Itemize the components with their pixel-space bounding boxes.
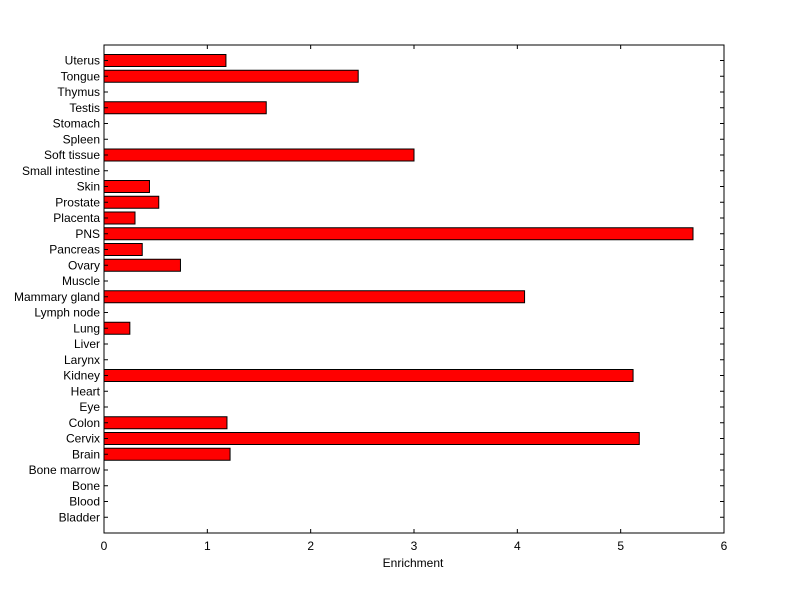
y-tick-label: Eye bbox=[79, 400, 100, 414]
bar bbox=[103, 101, 267, 115]
bar bbox=[103, 258, 181, 272]
y-tick-label: Spleen bbox=[63, 132, 100, 146]
y-tick-label: Mammary gland bbox=[14, 290, 100, 304]
y-tick-label: Heart bbox=[71, 384, 101, 398]
bar bbox=[103, 369, 634, 382]
bar bbox=[103, 290, 526, 304]
y-tick-label: PNS bbox=[75, 227, 100, 241]
y-tick-label: Bone marrow bbox=[29, 463, 101, 477]
y-tick-label: Skin bbox=[77, 180, 100, 194]
y-tick-label: Liver bbox=[74, 337, 100, 351]
y-tick-label: Small intestine bbox=[22, 164, 100, 178]
x-tick-label: 0 bbox=[101, 539, 108, 553]
x-tick-label: 6 bbox=[721, 539, 728, 553]
x-tick-label: 2 bbox=[307, 539, 314, 553]
y-tick-label: Uterus bbox=[65, 54, 100, 68]
y-tick-label: Blood bbox=[69, 495, 100, 509]
y-tick-label: Lymph node bbox=[34, 306, 100, 320]
bar bbox=[103, 195, 160, 209]
bar bbox=[103, 447, 231, 461]
y-tick-label: Brain bbox=[72, 447, 100, 461]
bar bbox=[103, 211, 136, 225]
plot-area-frame bbox=[103, 44, 725, 534]
y-tick-label: Testis bbox=[69, 101, 100, 115]
bar bbox=[103, 227, 694, 241]
y-tick-label: Thymus bbox=[57, 85, 100, 99]
y-tick-label: Prostate bbox=[55, 195, 100, 209]
y-tick-label: Ovary bbox=[68, 258, 100, 272]
y-tick-label: Kidney bbox=[63, 369, 100, 383]
y-tick-label: Colon bbox=[69, 416, 100, 430]
y-tick-label: Tongue bbox=[61, 69, 101, 83]
y-tick-label: Lung bbox=[73, 321, 100, 335]
y-tick-label: Bone bbox=[72, 479, 100, 493]
bar bbox=[103, 243, 143, 256]
x-tick-label: 3 bbox=[411, 539, 418, 553]
bar bbox=[103, 432, 640, 445]
bar bbox=[103, 69, 359, 83]
x-tick-label: 4 bbox=[514, 539, 521, 553]
bar bbox=[103, 148, 415, 162]
y-tick-label: Muscle bbox=[62, 274, 100, 288]
y-tick-label: Pancreas bbox=[49, 243, 100, 257]
y-tick-label: Cervix bbox=[66, 432, 100, 446]
bar bbox=[103, 180, 150, 193]
x-tick-label: 5 bbox=[617, 539, 624, 553]
x-axis-title: Enrichment bbox=[383, 556, 444, 570]
bar bbox=[103, 54, 227, 67]
y-tick-label: Stomach bbox=[53, 117, 100, 131]
y-tick-label: Bladder bbox=[59, 510, 100, 524]
y-tick-label: Placenta bbox=[53, 211, 100, 225]
y-tick-label: Larynx bbox=[64, 353, 100, 367]
bar bbox=[103, 416, 228, 430]
y-tick-label: Soft tissue bbox=[44, 148, 100, 162]
x-tick-label: 1 bbox=[204, 539, 211, 553]
